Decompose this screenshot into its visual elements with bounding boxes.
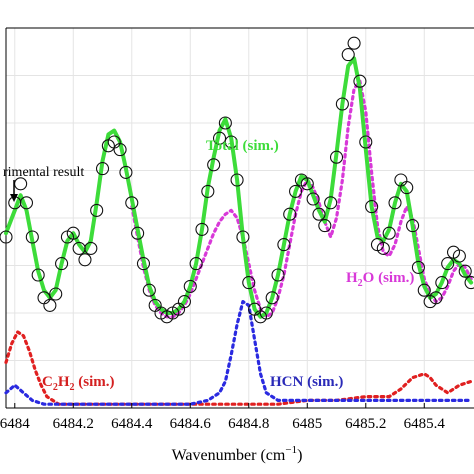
- experimental-result-arrow: [10, 180, 18, 202]
- experimental-point: [441, 257, 455, 271]
- experimental-point: [259, 306, 273, 320]
- experimental-point: [271, 268, 285, 282]
- experimental-point: [411, 260, 425, 274]
- x-tick-label: 6484.8: [228, 416, 269, 432]
- experimental-point: [189, 257, 203, 271]
- experimental-point: [236, 230, 250, 244]
- experimental-point: [195, 222, 209, 236]
- experimental-point: [312, 207, 326, 221]
- experimental-point: [43, 298, 57, 312]
- experimental-point: [142, 283, 156, 297]
- experimental-point: [90, 203, 104, 217]
- experimental-point: [84, 241, 98, 255]
- experimental-point: [183, 279, 197, 293]
- hcn-series-line: [4, 300, 473, 406]
- experimental-point: [201, 184, 215, 198]
- experimental-point: [242, 276, 256, 290]
- experimental-point: [324, 196, 338, 210]
- experimental-point: [119, 165, 133, 179]
- experimental-point: [382, 226, 396, 240]
- experimental-point: [125, 196, 139, 210]
- experimental-point: [365, 200, 379, 214]
- x-tick-label: 6485.2: [345, 416, 386, 432]
- experimental-point: [49, 287, 63, 301]
- experimental-point: [78, 253, 92, 267]
- experimental-point: [429, 291, 443, 305]
- series-layer: [0, 36, 474, 406]
- c2h2-series-line: [4, 330, 473, 406]
- experimental-point: [131, 226, 145, 240]
- experimental-point: [458, 264, 472, 278]
- experimental-point: [435, 276, 449, 290]
- experimental-point: [25, 230, 39, 244]
- experimental-point: [66, 226, 80, 240]
- experimental-point: [31, 268, 45, 282]
- experimental-point: [265, 291, 279, 305]
- experimental-point: [306, 192, 320, 206]
- experimental-point: [212, 131, 227, 145]
- total-sim-label: Total (sim.): [206, 138, 279, 154]
- experimental-point: [359, 135, 373, 149]
- hcn-sim-label: HCN (sim.): [270, 374, 343, 390]
- experimental-point: [55, 257, 69, 271]
- h2o-sim-label: H2O (sim.): [346, 270, 414, 289]
- x-axis: 6484 6484.2 6484.4 6484.6 6484.8 6485 6485.2 64…: [0, 403, 445, 432]
- experimental-point: [335, 97, 349, 111]
- experimental-point: [224, 135, 238, 149]
- experimental-point: [207, 158, 221, 172]
- experimental-point: [277, 238, 291, 252]
- experimental-point: [452, 249, 466, 263]
- total-series-line: [4, 56, 474, 319]
- x-tick-label: 6484: [0, 416, 30, 432]
- experimental-point: [283, 207, 297, 221]
- experimental-point: [376, 241, 390, 255]
- experimental-point: [300, 177, 314, 191]
- x-axis-title: Wavenumber (cm−1): [172, 444, 303, 464]
- x-tick-label: 6484.6: [170, 416, 212, 432]
- experimental-result-label: rimental result: [3, 165, 84, 180]
- experimental-point: [318, 219, 332, 233]
- experimental-point: [388, 196, 402, 210]
- experimental-point: [400, 181, 414, 195]
- experimental-point: [177, 295, 191, 309]
- experimental-point: [417, 283, 431, 297]
- experimental-point: [289, 184, 303, 198]
- x-tick-label: 6484.2: [53, 416, 94, 432]
- experimental-point: [464, 276, 474, 290]
- experimental-point: [341, 48, 355, 62]
- x-tick-label: 6485.4: [404, 416, 446, 432]
- experimental-point: [136, 257, 151, 271]
- experimental-point: [230, 173, 244, 187]
- experimental-point: [406, 219, 420, 233]
- experimental-point: [329, 150, 344, 164]
- experimental-point: [0, 230, 13, 244]
- plot-frame: [5, 27, 474, 409]
- experimental-point: [19, 196, 34, 210]
- x-tick-label: 6484.4: [111, 416, 153, 432]
- x-tick-label: 6485: [292, 416, 322, 432]
- experimental-point: [113, 143, 127, 157]
- experimental-point: [95, 162, 110, 176]
- experimental-point: [218, 116, 232, 130]
- experimental-point: [347, 36, 361, 50]
- c2h2-sim-label: C2H2 (sim.): [42, 374, 115, 393]
- experimental-point: [353, 74, 367, 88]
